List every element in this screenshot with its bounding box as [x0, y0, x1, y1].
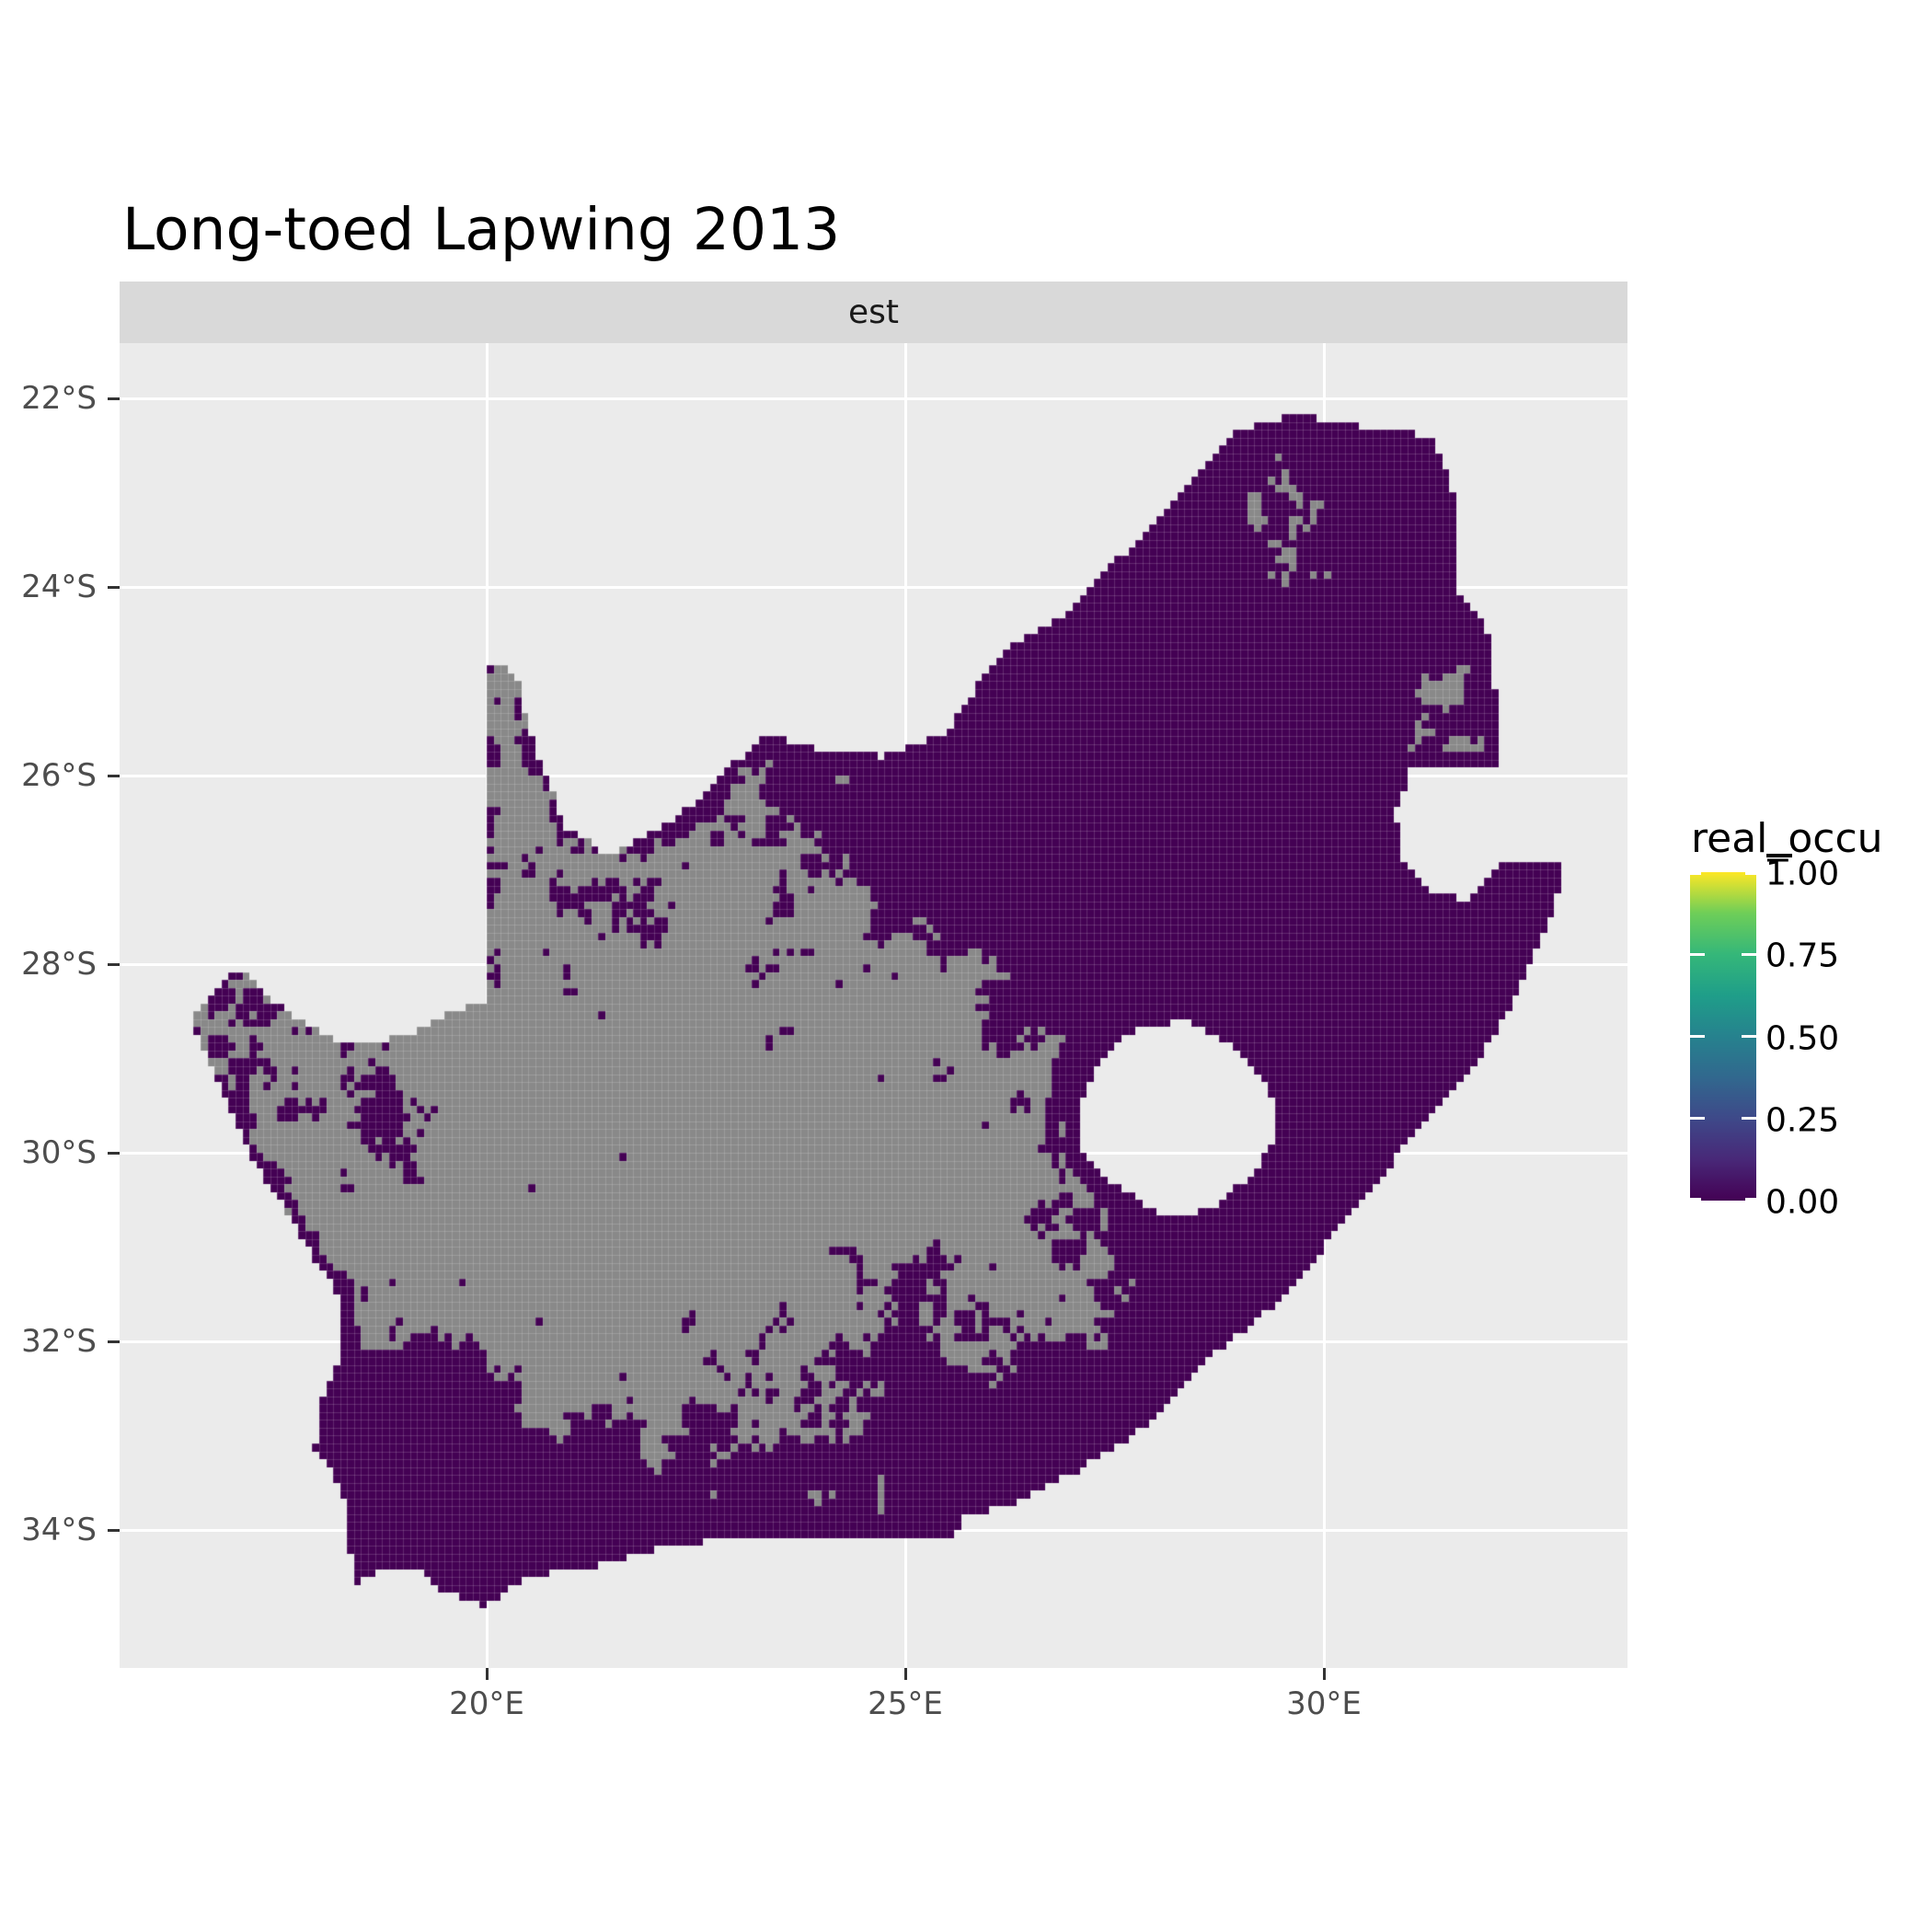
x-tick-mark	[904, 1668, 907, 1680]
x-tick-mark	[1323, 1668, 1326, 1680]
y-tick-mark	[108, 1529, 120, 1532]
y-tick-mark	[108, 775, 120, 777]
y-tick-mark	[108, 397, 120, 400]
legend-tick-mark	[1690, 1035, 1705, 1038]
facet-strip-label: est	[847, 293, 900, 331]
legend-label: 1.00	[1765, 855, 1840, 893]
legend-label: 0.25	[1765, 1101, 1840, 1140]
legend-tick-mark	[1690, 1198, 1701, 1201]
legend-tick-mark	[1742, 952, 1756, 956]
legend-tick-mark	[1690, 1117, 1705, 1121]
legend-label: 0.50	[1765, 1019, 1840, 1057]
legend-top-tick	[1766, 854, 1792, 857]
x-axis-label: 25°E	[868, 1685, 943, 1722]
y-axis-label: 26°S	[21, 757, 97, 794]
x-axis-label: 20°E	[449, 1685, 524, 1722]
occupancy-map-canvas	[120, 343, 1627, 1668]
y-axis-label: 24°S	[21, 569, 97, 605]
plot-panel	[120, 343, 1627, 1668]
legend-label: 0.75	[1765, 937, 1840, 975]
y-tick-mark	[108, 586, 120, 589]
legend-tick-mark	[1690, 872, 1701, 875]
y-tick-mark	[108, 1340, 120, 1343]
legend-tick-mark	[1745, 1198, 1756, 1201]
x-axis-label: 30°E	[1286, 1685, 1362, 1722]
y-tick-mark	[108, 963, 120, 966]
legend-tick-mark	[1745, 872, 1756, 875]
y-axis-label: 28°S	[21, 946, 97, 983]
y-axis-label: 32°S	[21, 1323, 97, 1360]
legend-tick-mark	[1742, 1117, 1756, 1121]
y-axis-label: 30°S	[21, 1134, 97, 1171]
y-axis-label: 22°S	[21, 380, 97, 417]
legend-tick-mark	[1742, 1035, 1756, 1038]
plot-title: Long-toed Lapwing 2013	[122, 196, 841, 263]
legend-label: 0.00	[1765, 1183, 1840, 1222]
facet-strip: est	[120, 282, 1627, 343]
y-axis-label: 34°S	[21, 1512, 97, 1548]
x-tick-mark	[486, 1668, 489, 1680]
y-tick-mark	[108, 1152, 120, 1155]
legend-tick-mark	[1690, 952, 1705, 956]
